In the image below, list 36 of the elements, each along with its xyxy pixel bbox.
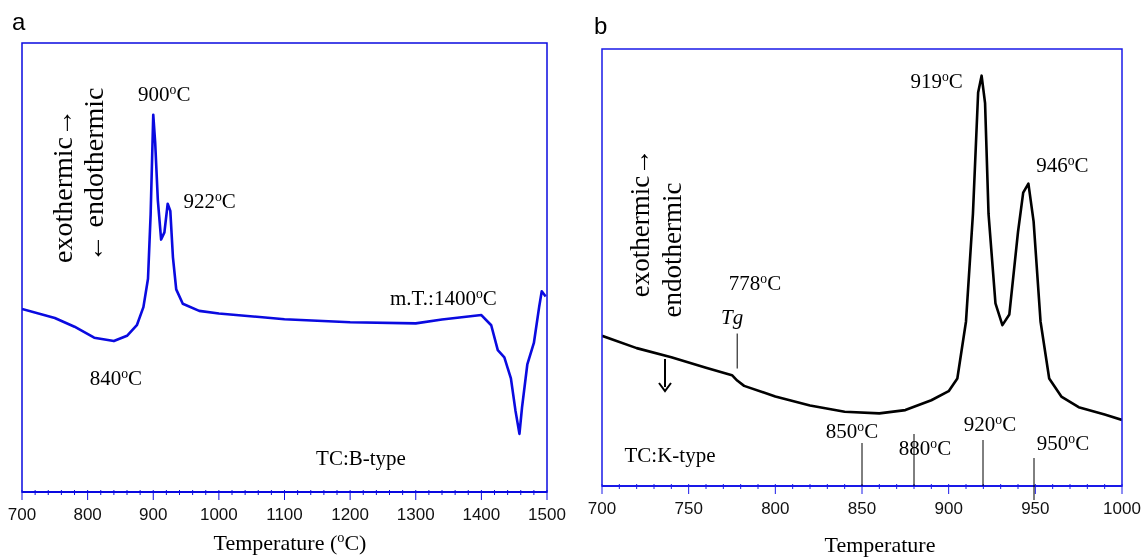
x-tick-label: 1400 bbox=[462, 505, 501, 524]
x-tick-label: 900 bbox=[139, 505, 168, 524]
annotation: 850$^{o}$C bbox=[825, 418, 879, 443]
x-tick-label: 1000 bbox=[199, 505, 238, 524]
y-axis-title: exothermic→ ← endothermic bbox=[46, 87, 109, 263]
annotation: 950$^{o}$C bbox=[1036, 430, 1090, 455]
annotation: m.T.:1400$^{o}$C bbox=[389, 285, 497, 311]
x-tick-label: 1000 bbox=[1103, 499, 1141, 518]
x-tick-label: 1100 bbox=[266, 505, 303, 524]
annotation: Tg bbox=[721, 304, 744, 329]
annotation: 946$^{o}$C bbox=[1036, 152, 1089, 177]
annotation: 880$^{o}$C bbox=[898, 435, 952, 460]
chart-title: b bbox=[594, 12, 608, 39]
annotation: TC:K-type bbox=[624, 443, 716, 467]
x-tick-label: 1200 bbox=[331, 505, 370, 524]
x-tick-label: 900 bbox=[934, 499, 963, 518]
x-tick-label: 700 bbox=[7, 505, 37, 524]
x-tick-label: 750 bbox=[674, 499, 703, 518]
annotation: TC:B-type bbox=[316, 446, 406, 470]
x-tick-label: 700 bbox=[587, 499, 617, 518]
chart-title: a bbox=[12, 8, 26, 35]
x-tick-label: 800 bbox=[73, 505, 102, 524]
x-axis-title: Temperature bbox=[824, 532, 936, 557]
annotation: 900$^{o}$C bbox=[138, 81, 191, 106]
x-tick-label: 1500 bbox=[528, 505, 566, 524]
x-tick-label: 850 bbox=[847, 499, 877, 518]
x-tick-label: 800 bbox=[761, 499, 790, 518]
y-axis-title: exothermic→ endothermic bbox=[625, 148, 687, 318]
annotation: 840$^{o}$C bbox=[89, 365, 143, 391]
annotation: 922$^{o}$C bbox=[183, 188, 236, 213]
x-tick-label: 1300 bbox=[396, 505, 435, 524]
x-axis-title: Temperature ($^{o}$C) bbox=[213, 529, 367, 555]
annotation: 919$^{o}$C bbox=[910, 68, 963, 93]
annotation: 778$^{o}$C bbox=[728, 270, 782, 295]
x-tick-label: 950 bbox=[1021, 499, 1050, 518]
annotation: 920$^{o}$C bbox=[963, 411, 1017, 436]
